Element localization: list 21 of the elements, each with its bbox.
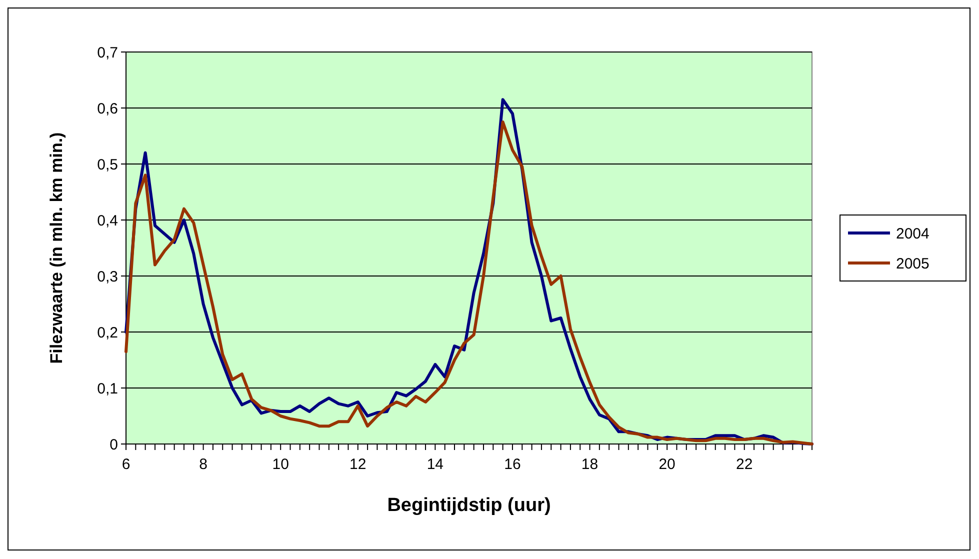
- x-tick-label: 12: [350, 456, 366, 473]
- y-tick-label: 0,7: [97, 44, 118, 62]
- y-tick-label: 0,1: [97, 380, 118, 398]
- x-tick-label: 18: [581, 456, 598, 473]
- y-tick-label: 0,6: [97, 100, 118, 118]
- y-axis-title: Filezwaarte (in mln. km min.): [47, 132, 66, 364]
- y-tick-label: 0,3: [97, 268, 118, 286]
- legend-label: 2005: [896, 255, 930, 272]
- x-tick-label: 6: [122, 456, 130, 473]
- x-tick-label: 22: [736, 456, 753, 473]
- y-tick-label: 0,2: [97, 324, 118, 342]
- x-tick-label: 14: [426, 456, 444, 473]
- x-tick-label: 10: [272, 456, 289, 473]
- x-tick-label: 8: [199, 456, 208, 473]
- y-tick-label: 0,5: [97, 156, 118, 174]
- legend-label: 2004: [896, 225, 930, 242]
- x-tick-label: 20: [658, 456, 676, 473]
- x-axis-title: Begintijdstip (uur): [387, 495, 551, 516]
- y-tick-label: 0: [110, 436, 118, 454]
- y-tick-label: 0,4: [97, 212, 118, 230]
- x-tick-label: 16: [504, 456, 521, 473]
